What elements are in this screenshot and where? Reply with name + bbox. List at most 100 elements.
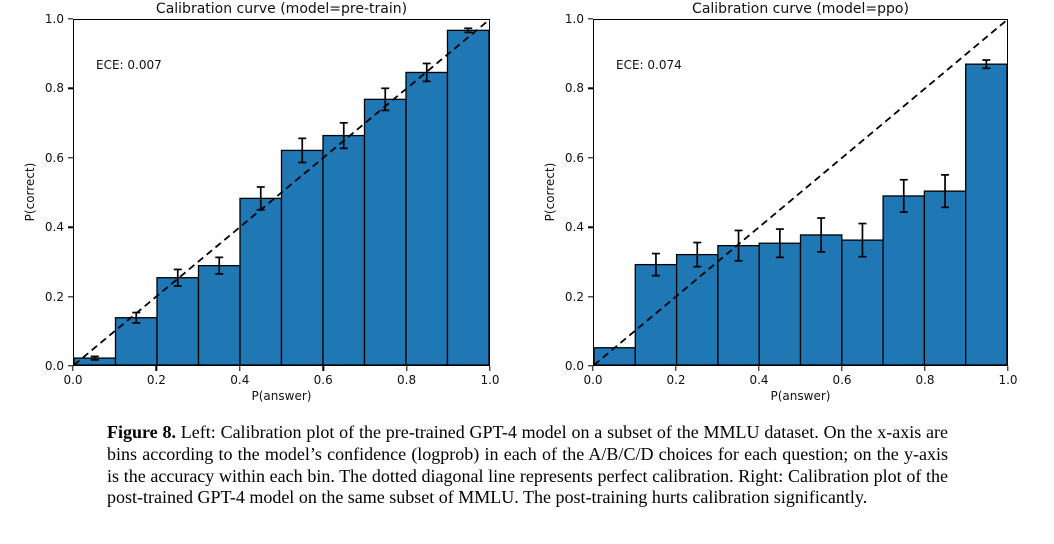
- x-axis-ticks-ppo: 0.0 0.2 0.4 0.6 0.8 1.0: [583, 366, 1018, 392]
- bar-bin-8: [405, 71, 449, 365]
- x-tick-mark: [841, 366, 843, 371]
- bar-bin-4: [239, 197, 283, 365]
- bar-bin-3: [197, 264, 241, 365]
- bar-bin-5: [280, 149, 324, 365]
- x-tick-mark: [405, 366, 408, 371]
- error-bar-bin-7: [899, 178, 908, 214]
- perfect-calibration-diagonal: [74, 20, 489, 365]
- plot-canvas-ppo: [594, 20, 1007, 365]
- x-axis-ticks-pretrain: 0.0 0.2 0.4 0.6 0.8 1.0: [63, 366, 500, 392]
- error-bar-bin-6: [339, 121, 348, 150]
- bar-bin-7: [363, 98, 407, 365]
- bar-bin-5: [799, 234, 843, 365]
- x-tick-label: 0.2: [146, 373, 166, 387]
- figure-caption: Figure 8. Left: Calibration plot of the …: [107, 422, 948, 509]
- y-axis-ticks-ppo: 0.0 0.2 0.4 0.6 0.8 1.0: [537, 12, 593, 373]
- x-tick-label: 0.6: [313, 373, 333, 387]
- x-tick-label: 0.6: [832, 373, 852, 387]
- error-bar-bin-2: [693, 241, 702, 268]
- y-tick-mark: [588, 295, 593, 298]
- x-tick-mark: [675, 366, 677, 371]
- y-tick-mark: [68, 295, 73, 298]
- x-tick-mark: [1007, 366, 1009, 371]
- y-tick-label: 0.0: [564, 359, 584, 373]
- x-tick-label: 0.4: [230, 373, 250, 387]
- y-tick-mark: [588, 18, 593, 20]
- chart-title-pretrain: Calibration curve (model=pre-train): [155, 1, 408, 17]
- error-bar-bin-8: [422, 62, 431, 83]
- x-tick-label: 0.2: [666, 373, 686, 387]
- plot-area-ppo: ECE: 0.074: [593, 19, 1008, 366]
- bar-bin-2: [156, 277, 200, 365]
- figure-caption-text: Left: Calibration plot of the pre-traine…: [107, 422, 948, 508]
- x-axis-label-ppo: P(answer): [770, 389, 831, 403]
- bar-bin-3: [717, 244, 760, 365]
- perfect-calibration-diagonal: [594, 20, 1007, 365]
- y-axis-ticks-pretrain: 0.0 0.2 0.4 0.6 0.8 1.0: [17, 12, 73, 373]
- bar-bin-2: [675, 253, 719, 365]
- figure-caption-label: Figure 8.: [107, 422, 176, 442]
- y-tick-label: 0.4: [564, 220, 584, 235]
- error-bar-bin-1: [651, 252, 660, 277]
- y-tick-label: 0.2: [44, 289, 64, 304]
- error-bar-bin-2: [173, 268, 182, 287]
- ece-annotation-pretrain: ECE: 0.007: [96, 58, 162, 72]
- ece-annotation-ppo: ECE: 0.074: [616, 58, 682, 72]
- y-tick-label: 1.0: [44, 12, 64, 26]
- x-tick-mark: [924, 366, 926, 371]
- bar-bin-4: [758, 242, 802, 365]
- error-bar-bin-1: [132, 311, 141, 324]
- error-bar-bin-0: [90, 355, 99, 361]
- y-tick-mark: [68, 157, 73, 159]
- bar-bin-9: [446, 29, 489, 365]
- y-tick-mark: [68, 87, 73, 90]
- error-bar-bin-3: [734, 229, 743, 262]
- x-tick-mark: [489, 366, 491, 371]
- x-tick-mark: [239, 366, 241, 371]
- bar-bin-9: [965, 63, 1007, 365]
- bar-bin-1: [634, 263, 678, 365]
- y-tick-mark: [68, 226, 73, 228]
- y-tick-mark: [588, 226, 593, 228]
- error-bar-bin-9: [982, 59, 991, 70]
- x-tick-label: 1.0: [998, 373, 1018, 387]
- chart-title-ppo: Calibration curve (model=ppo): [692, 1, 909, 17]
- y-tick-mark: [588, 157, 593, 159]
- bar-bin-7: [882, 195, 926, 365]
- y-tick-mark: [68, 18, 73, 20]
- error-bar-bin-5: [298, 137, 307, 164]
- error-bar-bin-3: [215, 256, 224, 275]
- y-tick-label: 0.6: [44, 150, 64, 165]
- x-tick-label: 0.0: [63, 373, 83, 387]
- x-tick-label: 0.8: [397, 373, 417, 387]
- error-bar-bin-4: [256, 186, 265, 211]
- y-tick-label: 0.6: [564, 150, 584, 165]
- plot-area-pretrain: ECE: 0.007: [73, 19, 490, 366]
- y-tick-label: 1.0: [564, 12, 584, 26]
- y-tick-mark: [588, 365, 593, 367]
- x-axis-label-pretrain: P(answer): [251, 389, 312, 403]
- error-bar-bin-8: [941, 174, 950, 209]
- y-tick-label: 0.4: [44, 220, 64, 235]
- bar-bin-8: [923, 190, 967, 365]
- y-tick-mark: [588, 87, 593, 90]
- x-tick-mark: [72, 366, 74, 371]
- error-bar-bin-7: [381, 87, 390, 112]
- error-bar-bin-5: [817, 217, 826, 253]
- x-tick-mark: [155, 366, 158, 371]
- bar-bin-6: [322, 134, 366, 365]
- x-tick-label: 0.0: [583, 373, 603, 387]
- x-tick-mark: [758, 366, 760, 371]
- y-tick-label: 0.8: [564, 81, 584, 96]
- plot-canvas-pretrain: [74, 20, 489, 365]
- y-tick-label: 0.0: [44, 359, 64, 373]
- x-tick-mark: [592, 366, 594, 371]
- x-tick-label: 0.4: [749, 373, 769, 387]
- error-bar-bin-4: [775, 228, 784, 259]
- y-tick-mark: [68, 365, 73, 367]
- bar-bin-6: [841, 239, 884, 365]
- y-tick-label: 0.2: [564, 289, 584, 304]
- error-bar-bin-6: [858, 222, 867, 258]
- x-tick-mark: [322, 366, 324, 371]
